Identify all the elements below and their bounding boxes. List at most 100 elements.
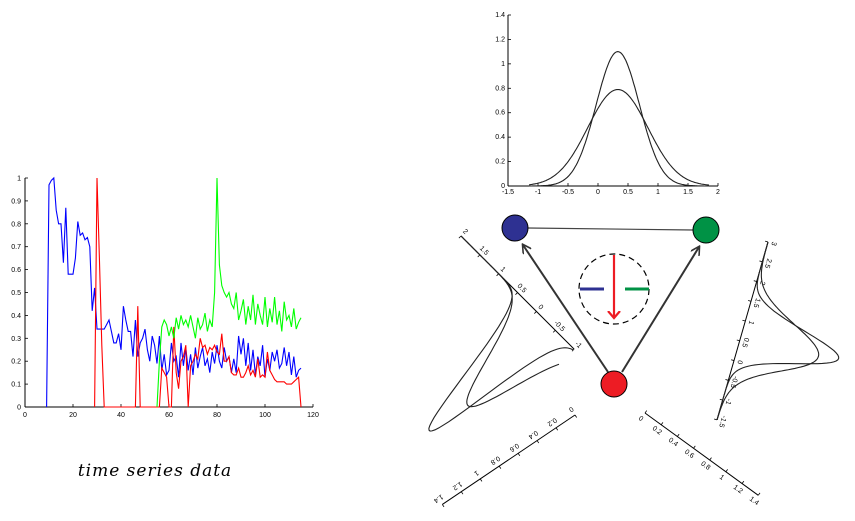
- y-tick-label: 0.6: [11, 267, 21, 274]
- y-tick-label: 0.4: [11, 313, 21, 320]
- x-tick-label: 0: [596, 189, 600, 196]
- x-tick-label: 80: [213, 412, 221, 419]
- value-tick-label: 0: [735, 359, 743, 365]
- density-tick: [741, 480, 745, 484]
- x-tick-label: 100: [259, 412, 271, 419]
- y-tick-label: 0.9: [11, 198, 21, 205]
- rotated-density-curve: [716, 241, 840, 420]
- x-tick-label: -1: [535, 189, 541, 196]
- density-tick-label: 0.2: [651, 425, 663, 436]
- y-tick-label: 0: [501, 183, 505, 190]
- y-tick-label: 0.4: [495, 134, 505, 141]
- y-tick-label: 0: [17, 405, 21, 412]
- right-frame: 32.521.510.50-0.5-1-1.5: [714, 240, 840, 429]
- wide-density-curve: [528, 88, 710, 186]
- density-tick-label: 0.6: [683, 449, 695, 460]
- time-series-chart: 0 20 40 60 80 100 120 0 0.1 0.2 0.3 0.4 0.5 0.6 0.7 0.8…: [11, 176, 319, 420]
- density-axis: [442, 414, 576, 505]
- density-axis: [644, 412, 759, 496]
- caption: time series data: [78, 461, 232, 481]
- value-tick: [731, 359, 735, 361]
- value-tick: [736, 339, 740, 342]
- red-node: [600, 370, 628, 398]
- red-series-line: [94, 177, 302, 408]
- density-tick: [536, 440, 540, 444]
- density-chart-top: -1.5 -1 -0.5 0 0.5 1 1.5 2 0 0.2 0.4 0.6 0.8 1 1.2 1.4: [495, 12, 720, 196]
- density-tick: [574, 414, 578, 418]
- value-tick: [534, 311, 537, 314]
- value-tick-label: 0.5: [740, 337, 749, 348]
- y-tick-label: 0.2: [11, 359, 21, 366]
- y-tick-label: 1.2: [495, 36, 505, 43]
- density-tick: [479, 478, 483, 482]
- x-tick-label: 1.5: [683, 189, 693, 196]
- value-tick-label: 1: [499, 266, 507, 274]
- y-tick-label: 0.2: [495, 159, 505, 166]
- narrow-density-curve: [529, 51, 709, 187]
- green-series-line: [156, 177, 302, 408]
- node-diagram: [501, 214, 720, 398]
- value-tick: [765, 240, 769, 243]
- blue-series-line: [46, 176, 302, 408]
- right-density-axis: 0 0.2 0.4 0.6 0.8 1 1.2 1.4: [637, 410, 761, 507]
- y-tick-label: 0.8: [495, 85, 505, 92]
- value-tick: [552, 329, 556, 333]
- left-density-axis: 0 0.2 0.4 0.6 0.8 1 1.2 1.4: [432, 405, 578, 508]
- value-tick: [458, 235, 462, 239]
- density-tick-label: 0.4: [527, 429, 539, 440]
- density-tick: [725, 469, 728, 473]
- y-tick-label: 0.3: [11, 336, 21, 343]
- y-tick-label: 0.6: [495, 110, 505, 117]
- rotated-density-curve: [716, 241, 820, 421]
- value-tick: [515, 292, 518, 295]
- density-chart-left: 21.510.50-0.5-100.20.40.60.811.21.4: [428, 228, 583, 508]
- y-tick-label: 0.7: [11, 244, 21, 251]
- value-tick-label: 1.5: [478, 245, 490, 257]
- density-tick-label: 0.6: [508, 442, 520, 453]
- value-tick-label: -1: [724, 398, 732, 406]
- density-tick: [709, 457, 712, 461]
- plot-area: [25, 178, 313, 407]
- x-tick-label: 1: [656, 189, 660, 196]
- green-node: [692, 216, 720, 244]
- x-tick-label: -1.5: [502, 189, 514, 196]
- value-tick-label: 1.5: [752, 297, 761, 308]
- density-tick: [555, 427, 559, 431]
- density-tick-label: 1.2: [451, 480, 463, 491]
- density-tick: [498, 465, 502, 469]
- density-chart-right: 32.521.510.50-0.5-1-1.500.20.40.60.811.2…: [637, 240, 840, 507]
- y-tick-label: 1: [17, 176, 21, 183]
- value-tick: [753, 280, 757, 282]
- blue-node: [501, 214, 529, 242]
- x-tick-label: 60: [165, 412, 173, 419]
- density-tick: [677, 433, 680, 437]
- density-tick: [460, 491, 464, 495]
- value-tick: [725, 379, 729, 381]
- x-tick-label: 0: [23, 412, 27, 419]
- edge-red-green: [621, 247, 699, 373]
- density-tick-label: 0.2: [546, 416, 558, 427]
- density-tick-label: 0.8: [699, 460, 711, 471]
- density-tick: [442, 504, 445, 508]
- value-tick-label: -0.5: [729, 375, 739, 389]
- density-tick: [660, 422, 664, 425]
- density-tick: [757, 492, 761, 496]
- value-tick-label: 1: [747, 320, 755, 326]
- x-tick-label: 120: [307, 412, 319, 419]
- density-tick: [693, 445, 696, 449]
- value-tick-label: -1: [573, 341, 582, 350]
- x-tick-label: -0.5: [562, 189, 574, 196]
- edge-blue-green: [527, 227, 694, 231]
- left-frame: 21.510.50-0.5-1: [428, 228, 583, 432]
- value-tick-label: 2.5: [763, 258, 772, 269]
- y-tick-label: 0.1: [11, 382, 21, 389]
- density-tick-label: 0.8: [489, 454, 501, 465]
- value-tick-label: -1.5: [717, 415, 727, 429]
- y-tick-label: 0.5: [11, 290, 21, 297]
- y-tick-label: 1: [501, 61, 505, 68]
- x-tick-label: 2: [716, 189, 720, 196]
- value-tick-label: 2: [461, 228, 469, 236]
- value-tick-label: 3: [769, 241, 777, 247]
- y-tick-label: 0.8: [11, 221, 21, 228]
